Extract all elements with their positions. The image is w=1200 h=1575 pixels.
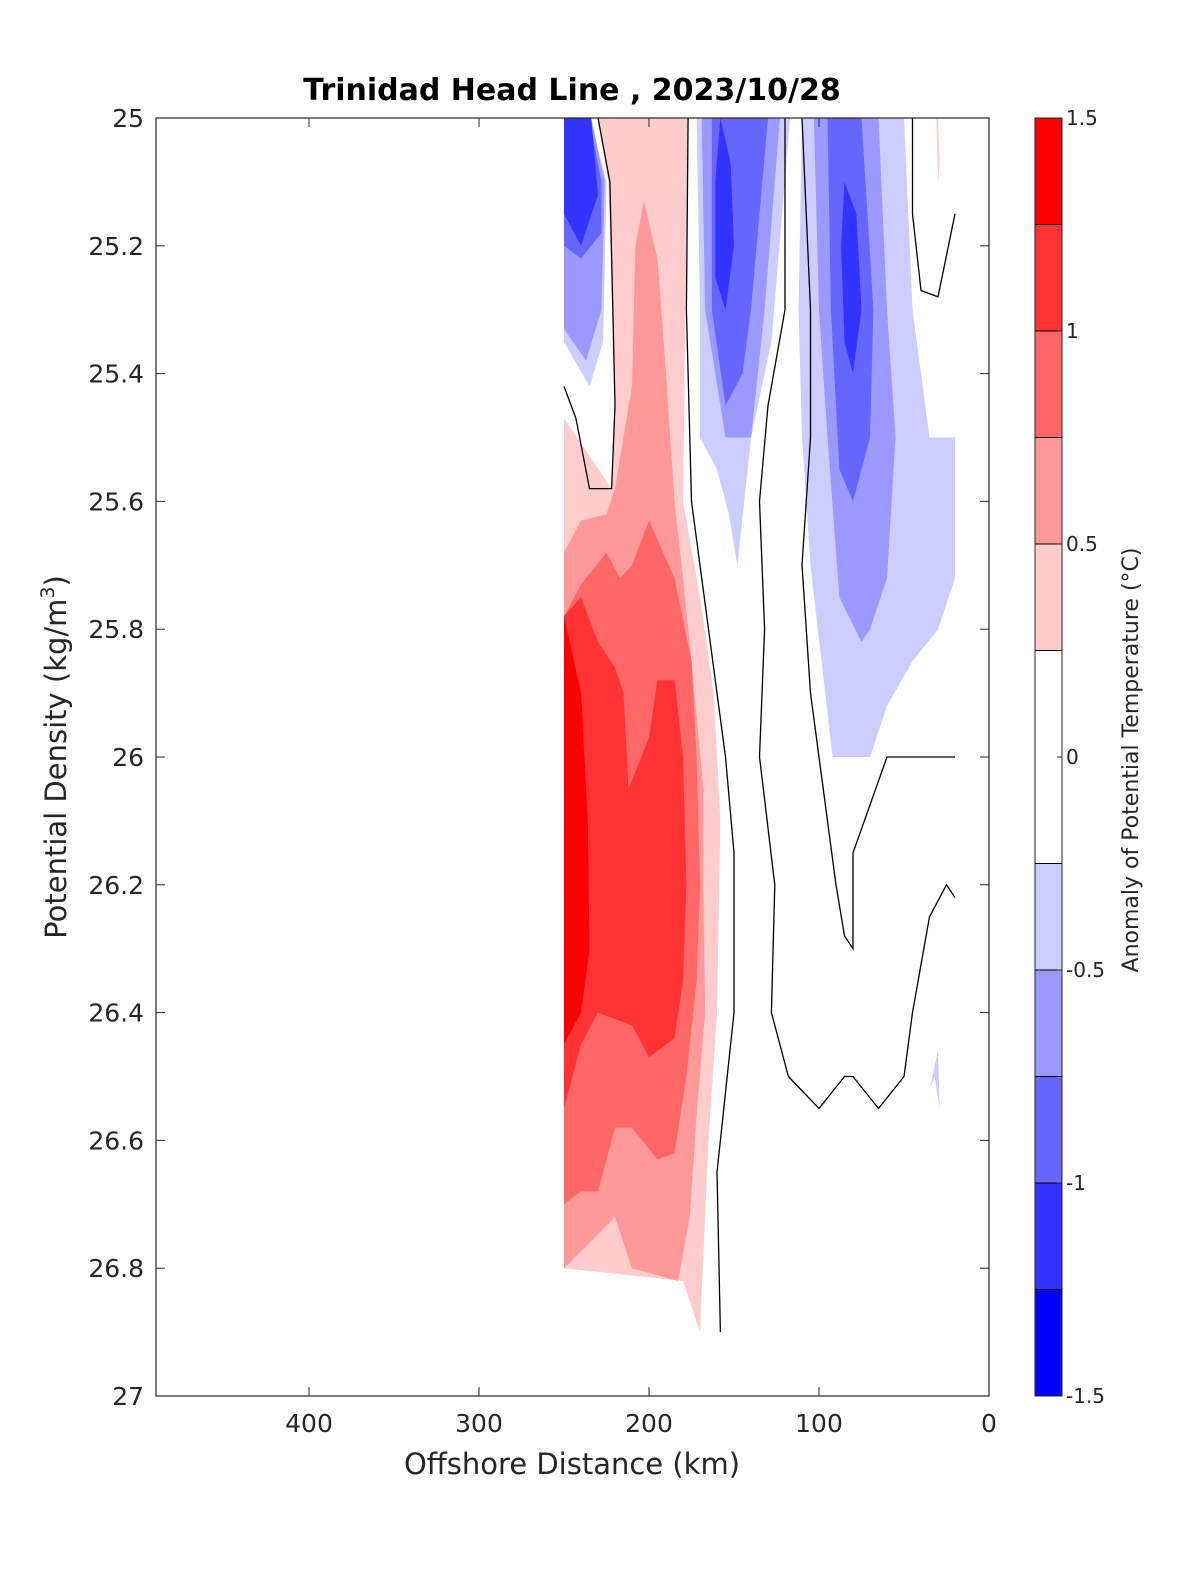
x-axis-label: Offshore Distance (km) bbox=[404, 1447, 740, 1481]
y-tick-label-3: 25.6 bbox=[88, 487, 144, 516]
zero-contour-3 bbox=[801, 118, 955, 951]
y-axis-label: Potential Density (kg/m3) bbox=[37, 575, 73, 939]
colorbar-tick-label-3: 0 bbox=[1066, 745, 1079, 769]
colorbar-tick-label-1: 1 bbox=[1066, 319, 1079, 343]
colorbar-swatch-8 bbox=[1035, 1076, 1062, 1183]
y-tick-label-2: 25.4 bbox=[88, 360, 144, 389]
contour-region-18 bbox=[929, 1050, 940, 1109]
y-tick-label-8: 26.6 bbox=[88, 1126, 144, 1155]
colorbar-swatch-6 bbox=[1035, 863, 1062, 970]
colorbar-swatch-0 bbox=[1035, 118, 1062, 225]
x-tick-label-0: 400 bbox=[285, 1409, 333, 1438]
zero-contour-1 bbox=[685, 118, 735, 1333]
colorbar-swatch-4 bbox=[1035, 544, 1062, 651]
y-axis-label-superscript: 3 bbox=[37, 586, 59, 598]
x-tick-label-3: 100 bbox=[795, 1409, 843, 1438]
x-axis-ticks: 400 300 200 100 0 bbox=[285, 118, 997, 1438]
colorbar-ticks: 1.5 1 0.5 0 -0.5 -1 -1.5 bbox=[1057, 106, 1105, 1408]
colorbar-swatch-7 bbox=[1035, 970, 1062, 1077]
colorbar-swatch-2 bbox=[1035, 331, 1062, 438]
chart-title: Trinidad Head Line , 2023/10/28 bbox=[303, 73, 840, 108]
zero-contour-0 bbox=[563, 118, 616, 490]
y-axis-ticks: 25 25.2 25.4 25.6 25.8 26 26.2 26.4 26.6 26.8 27 bbox=[88, 104, 989, 1411]
contour-region-17 bbox=[936, 118, 940, 182]
colorbar-tick-label-6: -1.5 bbox=[1066, 1384, 1105, 1408]
y-axis-label-end: ) bbox=[39, 575, 73, 586]
y-tick-label-5: 26 bbox=[112, 743, 144, 772]
colorbar-tick-label-4: -0.5 bbox=[1066, 958, 1105, 982]
y-tick-label-7: 26.4 bbox=[88, 999, 144, 1028]
y-tick-label-0: 25 bbox=[112, 104, 144, 133]
y-tick-label-4: 25.8 bbox=[88, 615, 144, 644]
contour-region-4 bbox=[564, 616, 590, 1045]
y-tick-label-1: 25.2 bbox=[88, 232, 144, 261]
zero-contour-2 bbox=[758, 118, 956, 1110]
filled-contour-regions bbox=[564, 118, 955, 1333]
x-tick-label-2: 200 bbox=[625, 1409, 673, 1438]
colorbar bbox=[1034, 117, 1063, 1397]
contour-region-3 bbox=[564, 597, 687, 1109]
zero-contour-4 bbox=[911, 118, 956, 298]
colorbar-tick-label-0: 1.5 bbox=[1066, 106, 1098, 130]
contour-region-8 bbox=[564, 118, 598, 246]
contour-region-12 bbox=[715, 118, 734, 310]
colorbar-swatch-10 bbox=[1035, 1289, 1062, 1396]
contour-region-16 bbox=[841, 181, 862, 374]
zero-contour-lines bbox=[563, 118, 956, 1333]
x-tick-label-1: 300 bbox=[455, 1409, 503, 1438]
y-tick-label-10: 27 bbox=[112, 1382, 144, 1411]
colorbar-label: Anomaly of Potential Temperature (°C) bbox=[1119, 548, 1144, 973]
x-tick-label-4: 0 bbox=[981, 1409, 997, 1438]
y-tick-label-6: 26.2 bbox=[88, 871, 144, 900]
y-axis-label-main: Potential Density (kg/m bbox=[39, 599, 73, 939]
colorbar-tick-label-2: 0.5 bbox=[1066, 532, 1098, 556]
y-tick-label-9: 26.8 bbox=[88, 1254, 144, 1283]
colorbar-swatch-3 bbox=[1035, 437, 1062, 544]
colorbar-tick-label-5: -1 bbox=[1066, 1171, 1086, 1195]
colorbar-swatch-1 bbox=[1035, 224, 1062, 331]
colorbar-swatch-9 bbox=[1035, 1183, 1062, 1290]
